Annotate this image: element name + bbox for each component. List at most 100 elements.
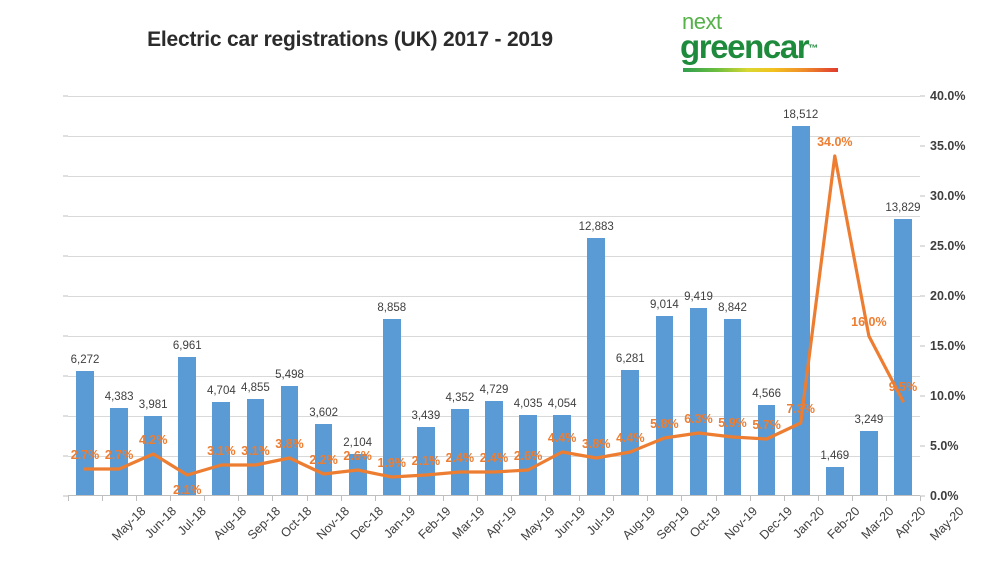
x-axis-tick-label: Dec-18 <box>347 504 386 543</box>
x-axis-tickmark <box>613 496 615 501</box>
bar[interactable] <box>791 125 810 496</box>
x-axis-tick-label: Aug-19 <box>620 504 659 543</box>
y-axis-right-tickmark <box>920 445 925 447</box>
x-axis-tickmark <box>102 496 104 501</box>
x-axis-tick-label: Feb-20 <box>824 504 863 542</box>
line-value-label: 5.8% <box>650 417 679 431</box>
y-axis-left-tickmark <box>63 135 68 137</box>
bar[interactable] <box>451 408 469 496</box>
bar[interactable] <box>689 307 708 496</box>
x-axis-tickmark <box>511 496 513 501</box>
bar[interactable] <box>280 386 299 496</box>
bar[interactable] <box>382 318 401 496</box>
y-axis-left-tickmark <box>63 255 68 257</box>
bar[interactable] <box>144 416 163 496</box>
bar-value-label: 4,383 <box>104 391 134 404</box>
y-axis-left-tickmark <box>63 215 68 217</box>
bar[interactable] <box>212 401 231 496</box>
logo-greencar-wrap: greencar™ <box>680 30 860 72</box>
bar-value-label: 3,981 <box>138 399 168 412</box>
line-value-label: 7.3% <box>786 402 815 416</box>
x-axis-tickmark <box>442 496 444 501</box>
bar-value-label: 18,512 <box>783 108 819 121</box>
bar-value-label: 6,961 <box>172 339 202 352</box>
line-value-label: 5.7% <box>752 418 781 432</box>
bar[interactable] <box>655 315 674 496</box>
bar[interactable] <box>416 427 435 496</box>
x-axis-tickmark <box>579 496 581 501</box>
x-axis-tick-label: Mar-20 <box>858 504 897 542</box>
gridline <box>68 176 920 177</box>
line-value-label: 2.1% <box>411 454 441 468</box>
bar-value-label: 4,566 <box>752 387 782 400</box>
y-axis-right-tickmark <box>920 195 925 197</box>
x-axis-tick-label: May-18 <box>109 504 149 544</box>
line-value-label: 1.9% <box>377 456 407 470</box>
y-axis-right-tickmark <box>920 345 925 347</box>
y-axis-left-tickmark <box>63 375 68 377</box>
x-axis-tick-label: Aug-18 <box>211 504 250 543</box>
x-axis-tick-label: Nov-19 <box>722 504 761 543</box>
x-axis-tick-label: Nov-18 <box>313 504 352 543</box>
bar[interactable] <box>757 404 776 496</box>
x-axis-tick-label: Oct-18 <box>278 504 315 541</box>
y-axis-right-tick-label: 35.0% <box>930 139 966 153</box>
y-axis-left-tickmark <box>63 415 68 417</box>
bar[interactable] <box>825 466 844 496</box>
line-value-label: 2.4% <box>479 451 509 465</box>
y-axis-right-tickmark <box>920 495 925 497</box>
x-axis-tickmark <box>783 496 785 501</box>
bar-value-label: 4,729 <box>479 384 509 397</box>
line-value-label: 3.8% <box>581 437 611 451</box>
x-axis-tickmark <box>885 496 887 501</box>
bar[interactable] <box>587 238 606 496</box>
bar[interactable] <box>314 423 333 496</box>
x-axis-tick-label: Jan-20 <box>789 504 827 541</box>
x-axis-tickmark <box>851 496 853 501</box>
bar[interactable] <box>860 431 878 496</box>
y-axis-left-tickmark <box>63 495 68 497</box>
bar-value-label: 9,419 <box>684 290 713 303</box>
bar[interactable] <box>553 414 572 496</box>
x-axis-tickmark <box>340 496 342 501</box>
bar[interactable] <box>723 319 742 496</box>
x-axis-tick-label: May-19 <box>518 504 558 544</box>
x-axis-tick-label: Mar-19 <box>449 504 488 542</box>
bar-value-label: 9,014 <box>650 298 679 311</box>
x-axis-tickmark <box>749 496 751 501</box>
x-axis-line <box>68 495 920 496</box>
bar[interactable] <box>348 453 367 496</box>
bar-value-label: 4,035 <box>513 398 543 411</box>
y-axis-left-tickmark <box>63 295 68 297</box>
bar-value-label: 4,352 <box>445 391 475 404</box>
bar-value-label: 3,439 <box>411 410 441 423</box>
y-axis-left-tickmark <box>63 335 68 337</box>
bar-value-label: 3,249 <box>854 414 884 427</box>
bar[interactable] <box>76 370 94 496</box>
nextgreencar-logo: next greencar™ <box>680 11 860 74</box>
line-value-label: 2.6% <box>513 449 543 463</box>
line-value-label: 4.2% <box>138 433 168 447</box>
line-value-label: 4.4% <box>547 431 577 445</box>
gridline <box>68 376 920 377</box>
bar[interactable] <box>110 408 128 496</box>
x-axis-tickmark <box>681 496 683 501</box>
bar[interactable] <box>621 370 640 496</box>
bar[interactable] <box>246 398 265 496</box>
x-axis-tickmark <box>238 496 240 501</box>
y-axis-left-tickmark <box>63 175 68 177</box>
bar-value-label: 12,883 <box>578 221 614 234</box>
x-axis-tickmark <box>476 496 478 501</box>
gridline <box>68 216 920 217</box>
bar[interactable] <box>178 356 197 496</box>
x-axis-tickmark <box>817 496 819 501</box>
x-axis-tick-label: Apr-20 <box>891 504 929 541</box>
line-value-label: 3.1% <box>207 444 236 458</box>
bar[interactable] <box>519 415 537 496</box>
chart-plot-area: 2.7% 2.7% 4.2% 2.1% 3.1% 3.1% 3.8% 2.2% 2.6% 1.9%… <box>63 89 965 503</box>
bar-value-label: 4,054 <box>547 397 577 410</box>
x-axis-tickmark <box>920 496 921 501</box>
bar[interactable] <box>894 219 912 496</box>
x-axis-tickmark <box>647 496 649 501</box>
y-axis-right-tick-label: 30.0% <box>930 189 966 203</box>
